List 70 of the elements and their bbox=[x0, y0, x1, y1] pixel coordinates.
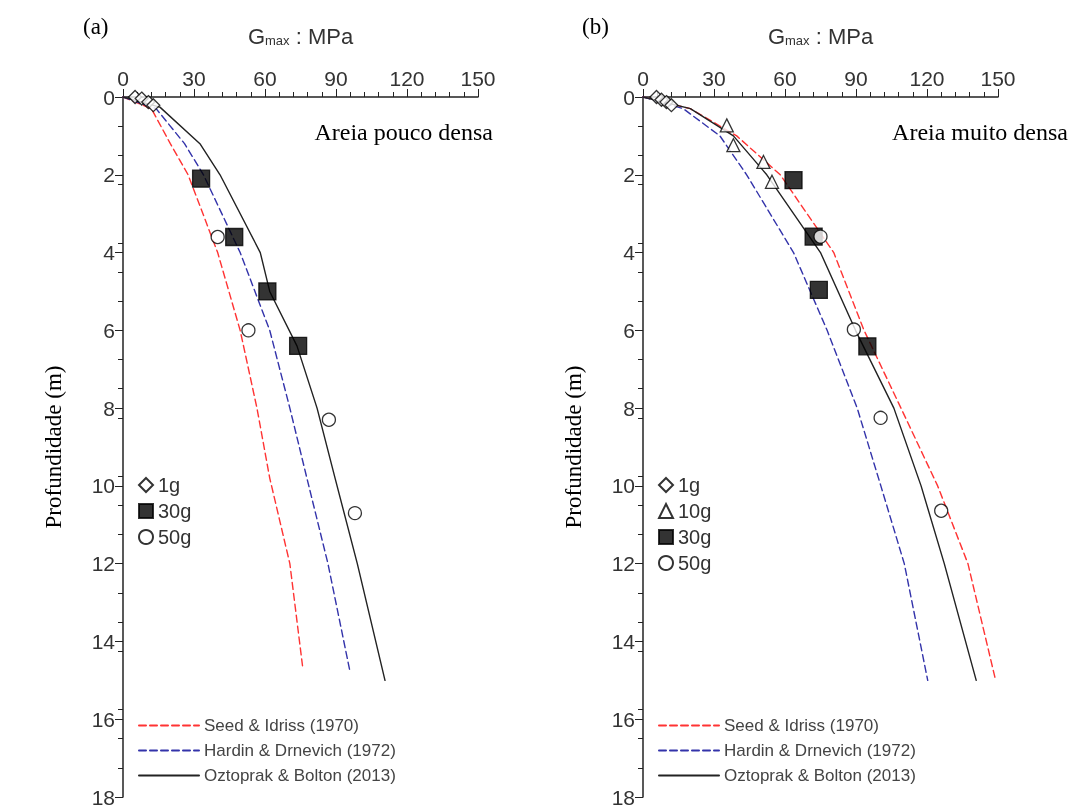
legend-label: 1g bbox=[678, 474, 701, 496]
x-tick-label: 150 bbox=[980, 67, 1016, 90]
legend-label: Seed & Idriss (1970) bbox=[204, 716, 359, 735]
point bbox=[225, 227, 244, 247]
point bbox=[858, 337, 877, 356]
y-tick-label: 12 bbox=[611, 552, 635, 576]
y-axis-title: Profundidade (m) bbox=[41, 365, 66, 529]
legend-label: 1g bbox=[158, 474, 181, 496]
y-axis-title: Profundidade (m) bbox=[561, 365, 586, 529]
y-tick-label: 8 bbox=[623, 396, 635, 420]
y-tick-label: 4 bbox=[103, 241, 116, 265]
annotation: Areia muito densa bbox=[892, 119, 1069, 145]
chart-title: (b) bbox=[582, 14, 609, 39]
y-tick-label: 0 bbox=[623, 85, 635, 109]
point bbox=[210, 229, 225, 245]
y-tick-label: 8 bbox=[103, 396, 115, 420]
legend-label: 50g bbox=[158, 526, 192, 548]
y-tick-label: 12 bbox=[91, 552, 115, 576]
y-tick-label: 2 bbox=[103, 163, 115, 187]
point bbox=[764, 174, 780, 189]
x-tick-label: 120 bbox=[389, 67, 425, 90]
x-tick-label: 90 bbox=[324, 67, 348, 90]
point bbox=[321, 412, 337, 427]
point bbox=[846, 322, 862, 337]
x-tick-label: 60 bbox=[773, 67, 797, 90]
y-tick-label: 16 bbox=[611, 707, 635, 731]
point bbox=[873, 410, 888, 425]
legend-label: 30g bbox=[678, 526, 712, 548]
x-tick-label: 150 bbox=[460, 67, 496, 90]
legend-label: Oztoprak & Bolton (2013) bbox=[724, 766, 916, 785]
x-axis-title: Gmax : MPa bbox=[247, 23, 354, 49]
y-tick-label: 2 bbox=[623, 163, 635, 187]
legend-label: Hardin & Drnevich (1972) bbox=[724, 741, 916, 760]
legend-label: Seed & Idriss (1970) bbox=[724, 716, 879, 735]
y-tick-label: 14 bbox=[611, 629, 636, 653]
point bbox=[813, 229, 828, 244]
y-tick-label: 6 bbox=[623, 318, 635, 342]
point bbox=[726, 138, 741, 153]
point bbox=[258, 282, 277, 301]
x-tick-label: 90 bbox=[844, 67, 868, 90]
x-tick-label: 60 bbox=[253, 67, 277, 90]
point bbox=[664, 98, 679, 113]
annotation: Areia pouco densa bbox=[314, 119, 494, 145]
y-tick-label: 14 bbox=[91, 629, 116, 653]
point bbox=[934, 503, 949, 518]
point bbox=[288, 336, 308, 356]
x-tick-label: 30 bbox=[702, 67, 726, 90]
point bbox=[719, 118, 734, 133]
legend-label: Hardin & Drnevich (1972) bbox=[204, 741, 396, 760]
y-tick-label: 10 bbox=[91, 474, 115, 498]
legend-label: 10g bbox=[678, 500, 712, 522]
y-tick-label: 6 bbox=[103, 318, 115, 342]
y-tick-label: 10 bbox=[611, 474, 635, 498]
y-tick-label: 4 bbox=[623, 241, 636, 265]
legend-label: 30g bbox=[158, 500, 192, 522]
point bbox=[146, 98, 161, 113]
point bbox=[756, 154, 771, 170]
y-tick-label: 0 bbox=[103, 85, 115, 109]
legend-label: 50g bbox=[678, 552, 712, 574]
point bbox=[191, 169, 211, 188]
y-tick-label: 18 bbox=[611, 785, 635, 809]
y-tick-label: 16 bbox=[91, 707, 115, 731]
x-tick-label: 30 bbox=[182, 67, 206, 90]
x-axis-title: Gmax : MPa bbox=[767, 23, 874, 49]
x-tick-label: 120 bbox=[909, 67, 945, 90]
chart-title: (a) bbox=[83, 14, 109, 39]
point bbox=[784, 171, 803, 190]
point bbox=[809, 280, 828, 300]
legend-label: Oztoprak & Bolton (2013) bbox=[204, 766, 396, 785]
y-tick-label: 18 bbox=[91, 785, 115, 809]
